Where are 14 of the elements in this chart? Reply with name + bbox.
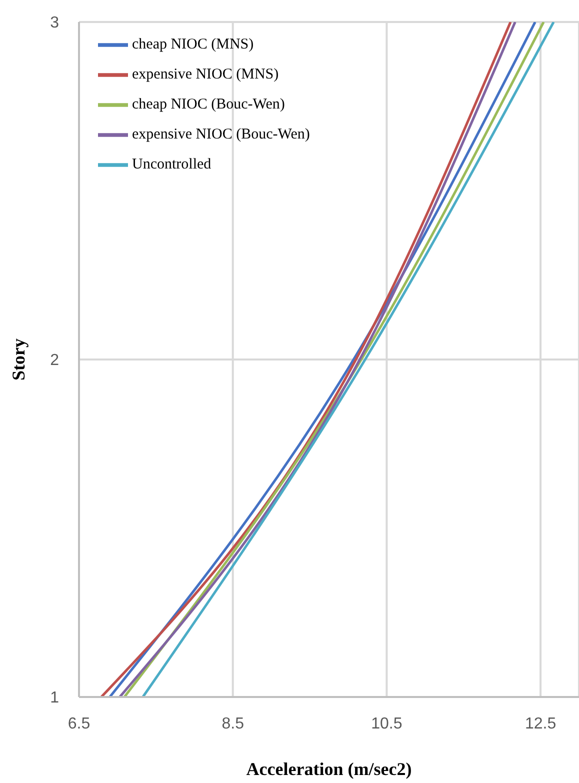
y-tick-label: 2 bbox=[50, 352, 60, 370]
legend-label: cheap NIOC (Bouc-Wen) bbox=[132, 96, 285, 112]
x-tick-label: 12.5 bbox=[524, 715, 556, 732]
legend-label: Uncontrolled bbox=[132, 156, 212, 172]
legend-label: expensive NIOC (MNS) bbox=[132, 66, 279, 82]
legend-label: expensive NIOC (Bouc-Wen) bbox=[132, 126, 310, 142]
x-axis-title: Acceleration (m/sec2) bbox=[246, 759, 412, 779]
y-tick-label: 3 bbox=[50, 14, 60, 32]
y-axis-title: Story bbox=[8, 338, 28, 380]
x-tick-label: 8.5 bbox=[222, 715, 244, 732]
x-tick-label: 6.5 bbox=[68, 715, 90, 732]
legend-label: cheap NIOC (MNS) bbox=[132, 36, 254, 52]
x-tick-label: 10.5 bbox=[371, 715, 402, 732]
y-tick-label: 1 bbox=[50, 690, 60, 707]
